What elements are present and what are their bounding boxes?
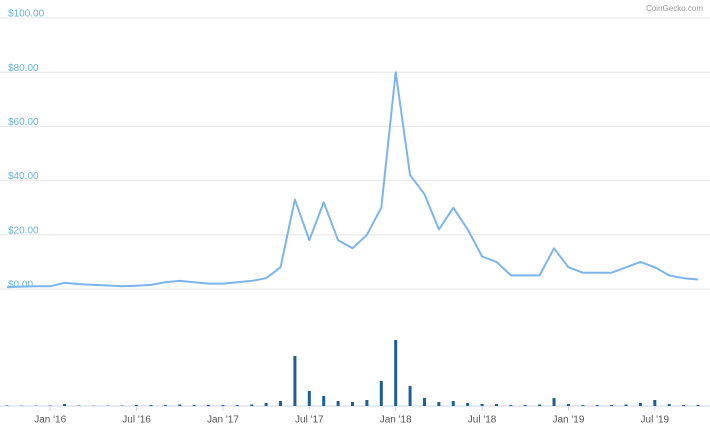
volume-bar bbox=[494, 404, 498, 406]
volume-bar bbox=[610, 405, 614, 406]
volume-bar bbox=[538, 404, 542, 406]
volume-bar bbox=[307, 391, 311, 406]
volume-bar bbox=[149, 405, 153, 406]
y-tick-label: $40.00 bbox=[8, 171, 39, 182]
volume-bar bbox=[351, 402, 354, 406]
volume-bar bbox=[135, 405, 139, 406]
volume-bar bbox=[624, 404, 628, 406]
volume-bar bbox=[595, 405, 599, 406]
x-tick-label: Jul '16 bbox=[122, 415, 151, 426]
y-tick-label: $60.00 bbox=[8, 117, 39, 128]
volume-bar bbox=[667, 404, 671, 406]
volume-bar bbox=[638, 403, 642, 406]
volume-bar bbox=[163, 405, 167, 406]
volume-bar bbox=[653, 400, 657, 406]
volume-bar bbox=[120, 405, 124, 406]
y-tick-label: $100.00 bbox=[8, 9, 45, 20]
volume-bar bbox=[264, 403, 268, 406]
volume-bar bbox=[235, 405, 239, 406]
volume-bar bbox=[696, 405, 700, 406]
x-tick-label: Jan '18 bbox=[380, 415, 412, 426]
x-tick-label: Jan '19 bbox=[552, 415, 584, 426]
volume-bar bbox=[394, 340, 398, 406]
volume-bar bbox=[437, 402, 441, 406]
volume-bar bbox=[178, 404, 182, 406]
y-tick-label: $20.00 bbox=[8, 225, 39, 236]
volume-bar bbox=[48, 405, 52, 406]
x-tick-label: Jan '16 bbox=[34, 415, 66, 426]
volume-bar bbox=[322, 396, 326, 406]
volume-bar bbox=[466, 403, 470, 406]
volume-bar bbox=[509, 405, 513, 406]
x-tick-label: Jul '17 bbox=[295, 415, 324, 426]
volume-bar bbox=[221, 405, 225, 406]
volume-bar bbox=[365, 400, 369, 406]
volume-bar bbox=[422, 398, 426, 406]
volume-bar bbox=[63, 404, 67, 406]
volume-bar bbox=[336, 401, 340, 406]
volume-bar bbox=[5, 405, 9, 406]
volume-bar bbox=[480, 404, 484, 406]
volume-bar bbox=[451, 401, 455, 406]
y-tick-label: $0.00 bbox=[8, 280, 33, 291]
volume-bar bbox=[566, 404, 570, 406]
x-tick-label: Jan '17 bbox=[207, 415, 239, 426]
volume-bar bbox=[192, 405, 196, 406]
volume-bar bbox=[552, 398, 556, 406]
volume-bar bbox=[279, 401, 283, 406]
source-label: CoinGecko.com bbox=[646, 4, 703, 13]
volume-bar bbox=[250, 404, 254, 406]
price-line bbox=[6, 71, 699, 289]
y-tick-label: $80.00 bbox=[8, 63, 39, 74]
volume-bar bbox=[408, 386, 412, 406]
x-tick-label: Jul '19 bbox=[641, 415, 670, 426]
volume-bar bbox=[682, 405, 686, 406]
volume-bar bbox=[77, 405, 81, 406]
x-tick-label: Jul '18 bbox=[468, 415, 497, 426]
volume-bar bbox=[581, 405, 585, 406]
volume-bar bbox=[207, 405, 211, 406]
volume-bar bbox=[293, 356, 297, 406]
volume-bar bbox=[523, 405, 527, 406]
volume-bar bbox=[379, 381, 383, 406]
